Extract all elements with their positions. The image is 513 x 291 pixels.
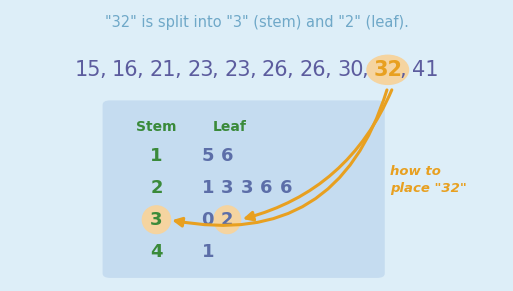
Text: 26: 26 (300, 60, 326, 80)
Ellipse shape (367, 55, 408, 84)
Text: ,: , (400, 60, 413, 80)
Text: 5: 5 (202, 147, 214, 165)
Text: Stem: Stem (136, 120, 176, 134)
Text: ,: , (362, 60, 376, 80)
Text: 15: 15 (74, 60, 101, 80)
Text: ,: , (175, 60, 188, 80)
Text: 4: 4 (150, 243, 163, 261)
Text: 3: 3 (221, 179, 233, 197)
Text: 0: 0 (202, 211, 214, 229)
FancyBboxPatch shape (103, 100, 385, 278)
Text: ,: , (325, 60, 338, 80)
Text: 3: 3 (150, 211, 163, 229)
Text: ,: , (212, 60, 226, 80)
Text: ,: , (287, 60, 301, 80)
Text: 2: 2 (221, 211, 233, 229)
Text: 6: 6 (260, 179, 272, 197)
Text: 1: 1 (202, 179, 214, 197)
Text: 6: 6 (221, 147, 233, 165)
Text: 1: 1 (150, 147, 163, 165)
Text: 23: 23 (225, 60, 251, 80)
Text: "32" is split into "3" (stem) and "2" (leaf).: "32" is split into "3" (stem) and "2" (l… (105, 15, 408, 30)
Text: ,: , (100, 60, 113, 80)
Text: 3: 3 (241, 179, 253, 197)
Text: 23: 23 (187, 60, 213, 80)
Text: 16: 16 (112, 60, 139, 80)
Text: 6: 6 (280, 179, 292, 197)
Text: 2: 2 (150, 179, 163, 197)
Text: how to
place "32": how to place "32" (390, 165, 467, 196)
Text: 32: 32 (373, 60, 402, 80)
Text: ,: , (250, 60, 263, 80)
Text: 26: 26 (262, 60, 288, 80)
Text: 21: 21 (149, 60, 176, 80)
Ellipse shape (214, 206, 241, 234)
Text: 41: 41 (412, 60, 439, 80)
Text: ,: , (137, 60, 151, 80)
Text: 30: 30 (337, 60, 364, 80)
Text: 1: 1 (202, 243, 214, 261)
Text: Leaf: Leaf (213, 120, 247, 134)
Ellipse shape (143, 206, 170, 234)
